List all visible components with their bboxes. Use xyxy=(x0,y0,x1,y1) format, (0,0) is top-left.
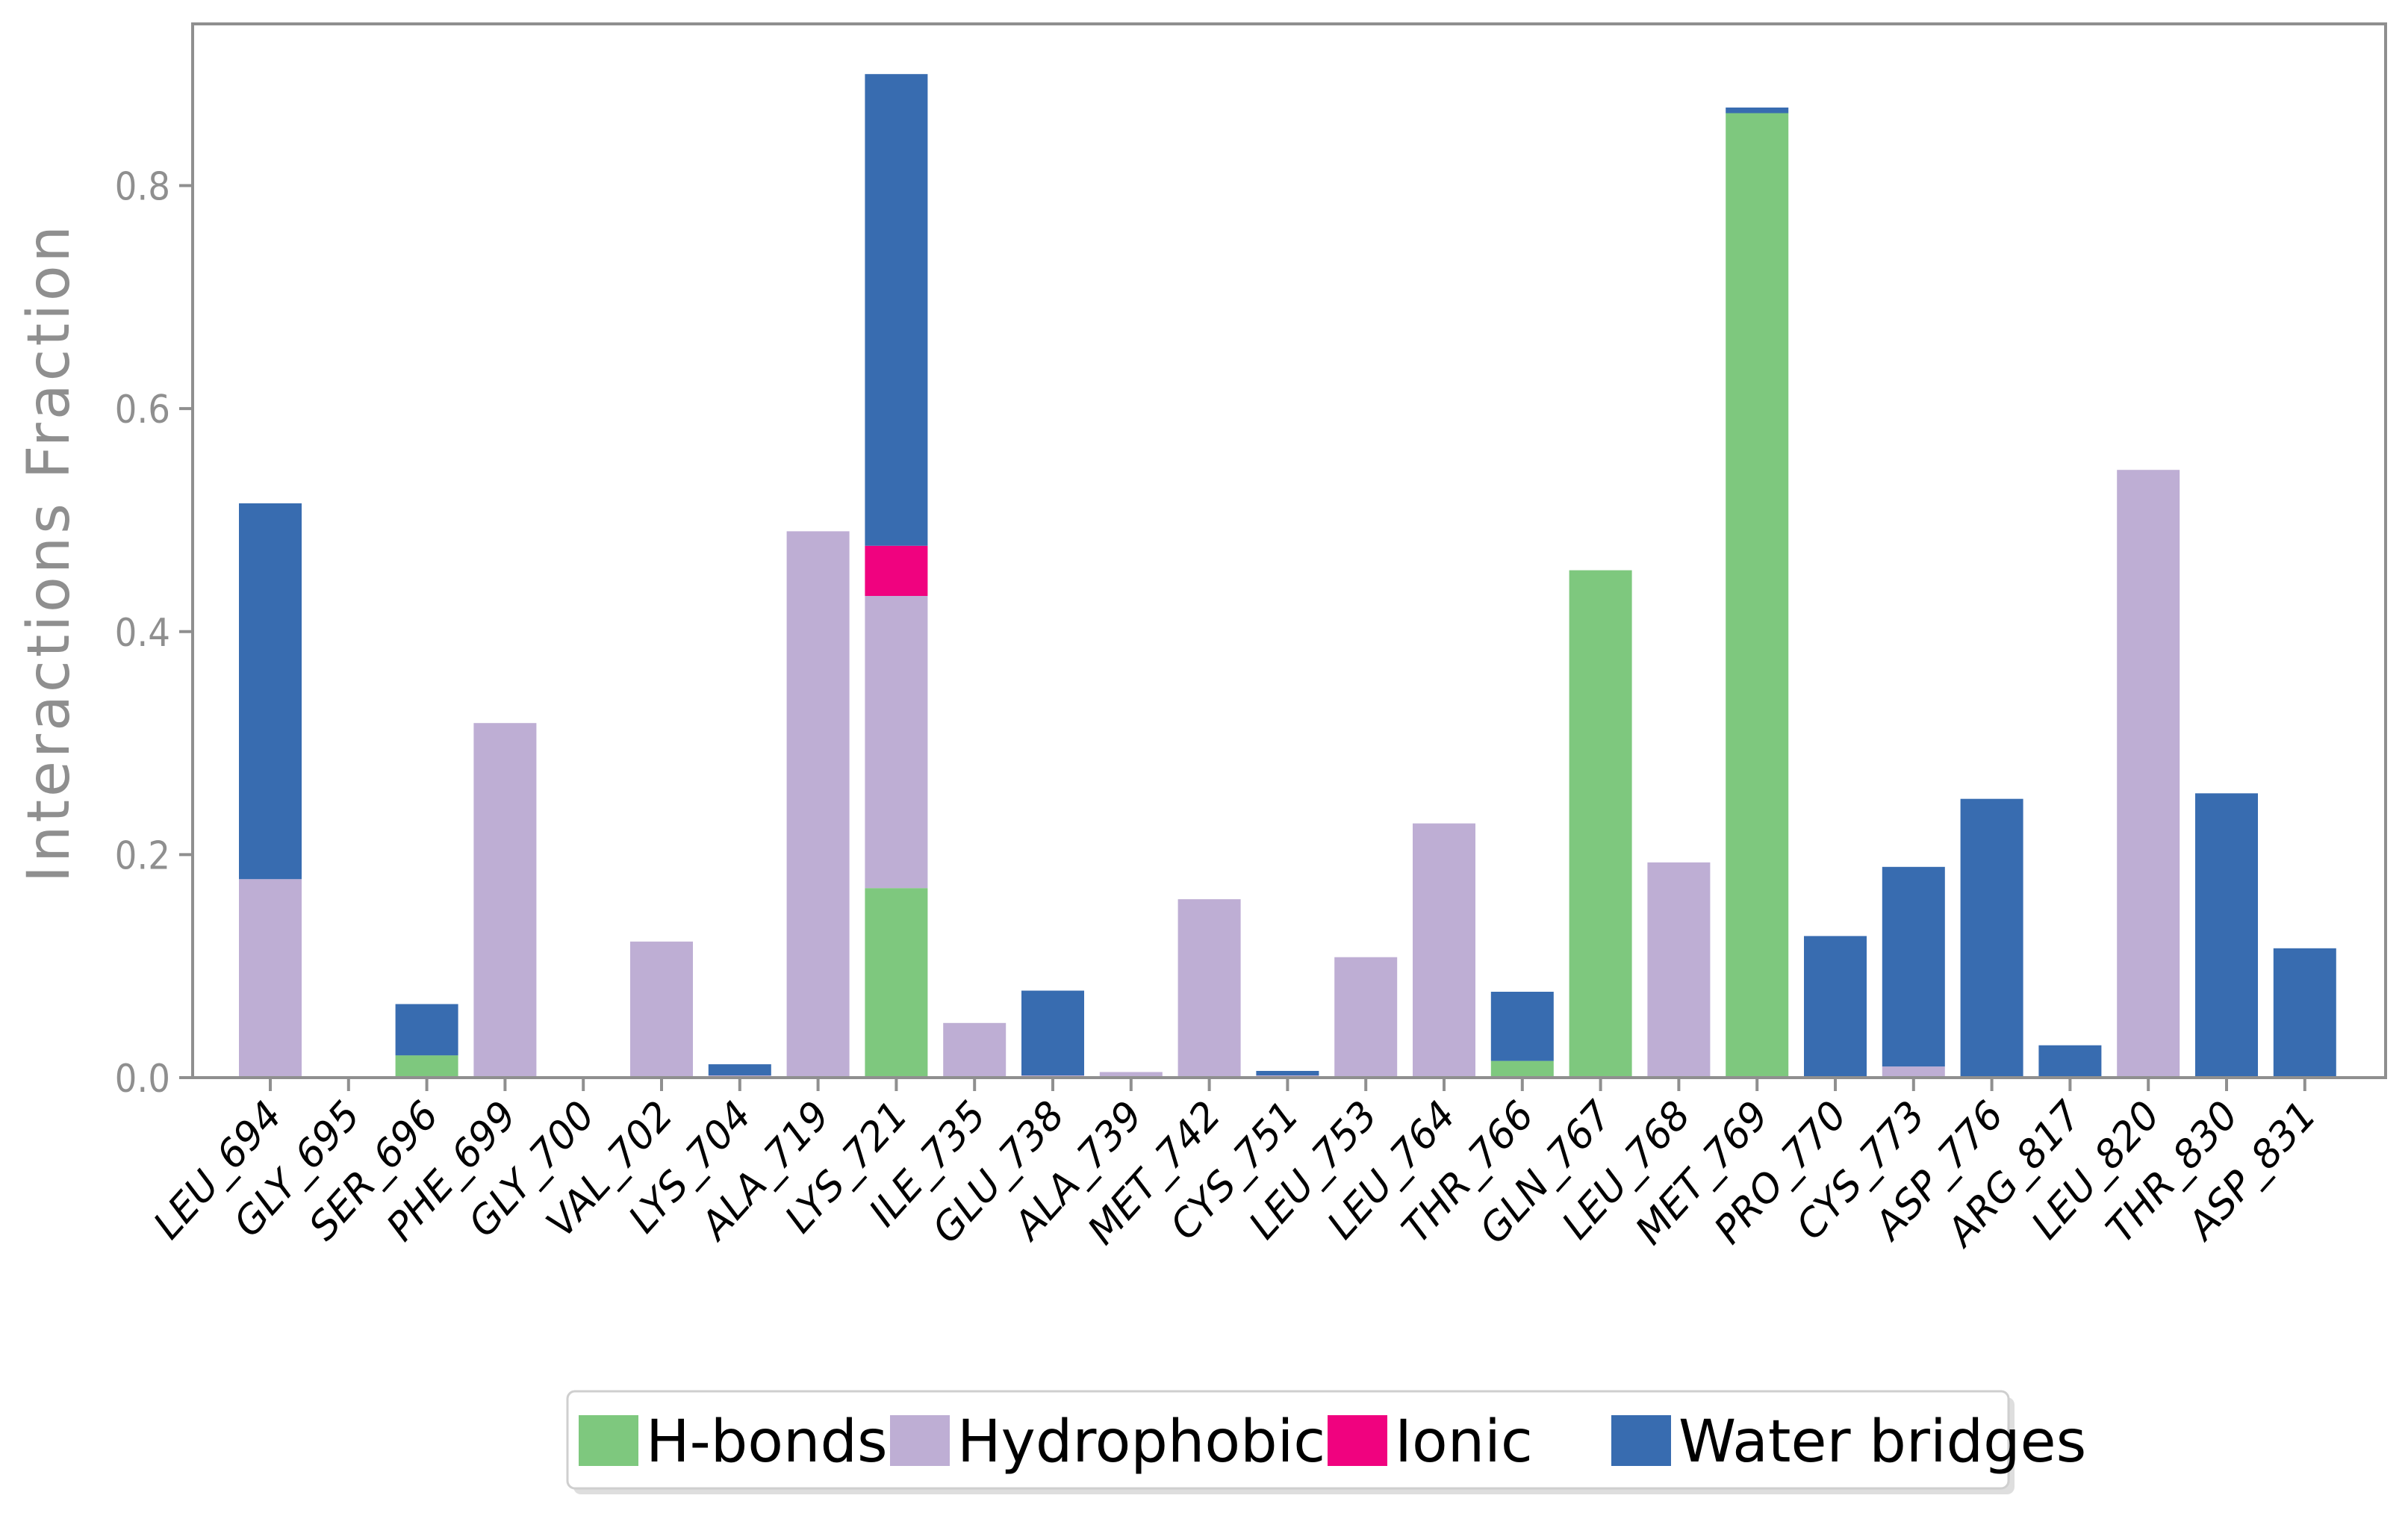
bar-lys-721-water-bridges xyxy=(865,74,928,546)
legend-swatch xyxy=(1328,1415,1387,1466)
plot-frame xyxy=(191,22,2387,1079)
bars-layer xyxy=(239,74,2336,1078)
bar-lys-721-ionic xyxy=(865,545,928,596)
bar-cys-751-water-bridges xyxy=(1256,1071,1319,1075)
y-tick-label: 0.8 xyxy=(115,165,170,210)
legend-label: H-bonds xyxy=(646,1408,888,1476)
legend-swatch xyxy=(579,1415,638,1466)
bar-lys-721-h-bonds xyxy=(865,888,928,1078)
bar-thr-766-water-bridges xyxy=(1490,992,1554,1061)
bar-lys-704-water-bridges xyxy=(708,1064,771,1075)
bar-phe-699-hydrophobic xyxy=(473,723,537,1078)
bar-ser-696-h-bonds xyxy=(395,1055,458,1078)
legend-label: Hydrophobic xyxy=(957,1408,1325,1476)
y-tick-label: 0.4 xyxy=(115,611,170,656)
y-tick-label: 0.6 xyxy=(115,388,170,432)
bar-val-702-hydrophobic xyxy=(630,941,693,1078)
bar-met-742-hydrophobic xyxy=(1177,899,1241,1078)
bar-leu-694-water-bridges xyxy=(239,503,302,880)
bar-asp-776-water-bridges xyxy=(1960,798,2023,1078)
y-axis: 0.0 0.2 0.4 0.6 0.8 xyxy=(115,165,193,1102)
legend-label: Ionic xyxy=(1395,1408,1533,1476)
bar-thr-830-water-bridges xyxy=(2195,793,2258,1078)
legend-swatch xyxy=(1611,1415,1671,1466)
bar-leu-820-hydrophobic xyxy=(2117,470,2180,1078)
y-axis-label: Interactions Fraction xyxy=(16,223,83,883)
bar-met-769-water-bridges xyxy=(1726,108,1789,114)
x-axis: LEU_694GLY_695SER_696PHE_699GLY_700VAL_7… xyxy=(145,1078,2325,1256)
bar-ile-735-hydrophobic xyxy=(943,1022,1007,1078)
bar-arg-817-water-bridges xyxy=(2038,1045,2102,1078)
bar-asp-831-water-bridges xyxy=(2273,948,2336,1078)
bar-glu-738-water-bridges xyxy=(1021,990,1084,1075)
y-tick-label: 0.0 xyxy=(115,1057,170,1102)
bar-cys-773-hydrophobic xyxy=(1882,1066,1945,1078)
bar-cys-773-water-bridges xyxy=(1882,866,1945,1067)
bar-leu-764-hydrophobic xyxy=(1413,823,1475,1078)
bar-pro-770-water-bridges xyxy=(1804,936,1867,1078)
legend-label: Water bridges xyxy=(1679,1408,2086,1476)
bar-ala-719-hydrophobic xyxy=(786,531,850,1078)
bar-ser-696-water-bridges xyxy=(395,1004,458,1056)
bar-gln-767-h-bonds xyxy=(1569,570,1632,1078)
bar-met-769-h-bonds xyxy=(1726,113,1789,1078)
bar-thr-766-h-bonds xyxy=(1490,1060,1554,1078)
bar-ala-739-hydrophobic xyxy=(1099,1072,1163,1078)
bar-lys-721-hydrophobic xyxy=(865,596,928,889)
legend-swatch xyxy=(890,1415,950,1466)
y-tick-label: 0.2 xyxy=(115,833,170,878)
bar-leu-768-hydrophobic xyxy=(1647,862,1711,1078)
bar-leu-753-hydrophobic xyxy=(1334,957,1398,1078)
bar-leu-694-hydrophobic xyxy=(239,879,302,1078)
legend: H-bonds Hydrophobic Ionic Water bridges xyxy=(566,1390,2086,1494)
